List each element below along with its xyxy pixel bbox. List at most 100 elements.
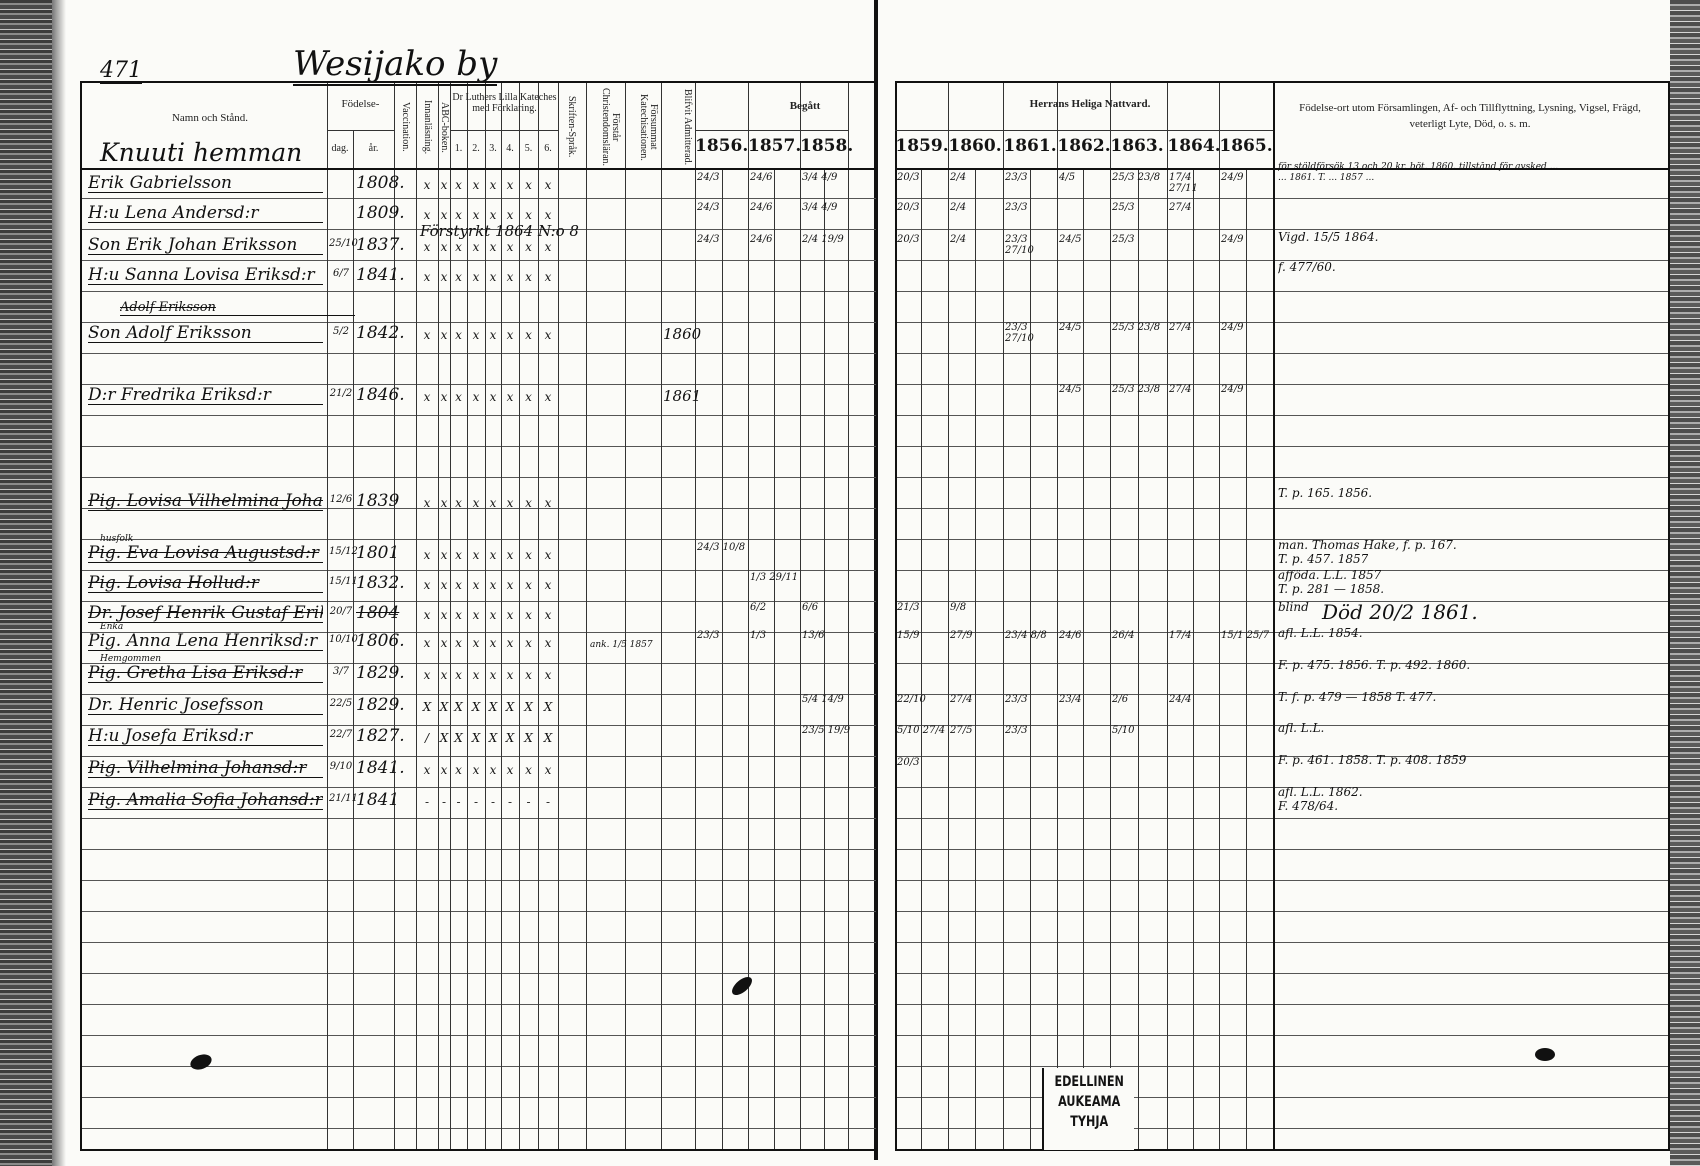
- birth-year: 1832.: [356, 573, 405, 593]
- catechism-mark: X: [471, 731, 481, 745]
- birth-day: 20/7: [329, 606, 353, 617]
- person-name: Dr. Henric Josefsson: [88, 696, 323, 715]
- person-name: Son Adolf Eriksson: [88, 324, 323, 343]
- catechism-mark: x: [472, 608, 480, 622]
- person-name: Erik Gabrielsson: [88, 174, 323, 193]
- stamp-box: [1042, 1068, 1134, 1150]
- catechism-mark: x: [440, 328, 448, 342]
- communion-date: 24/6: [750, 172, 773, 183]
- communion-date: 5/4 14/9: [802, 694, 844, 705]
- birth-year: 1808.: [356, 173, 405, 193]
- column-rule: [824, 168, 825, 1149]
- communion-date: 17/4 27/11: [1169, 172, 1198, 194]
- column-rule: [1003, 81, 1004, 1149]
- communion-date: 27/4: [1169, 322, 1192, 333]
- catechism-mark: x: [489, 208, 497, 222]
- communion-date: 27/5: [950, 725, 973, 736]
- catechism-mark: x: [544, 240, 552, 254]
- catechism-mark: x: [544, 578, 552, 592]
- header-year: 1863.: [1110, 136, 1164, 156]
- catechism-mark: x: [489, 763, 497, 777]
- catechism-mark: x: [506, 208, 514, 222]
- column-rule: [895, 81, 897, 1149]
- column-rule: [80, 81, 82, 1149]
- catechism-mark: x: [525, 328, 532, 342]
- catechism-mark: x: [423, 636, 431, 650]
- person-name: Son Erik Johan Eriksson: [88, 236, 323, 255]
- catechism-mark: x: [440, 763, 448, 777]
- header-catechism: Dr Luthers Lilla Kateches med Förklaring…: [452, 92, 557, 114]
- birth-year: 1841: [356, 790, 400, 810]
- catechism-mark: x: [489, 608, 497, 622]
- column-rule: [1083, 168, 1084, 1149]
- column-rule: [1193, 168, 1194, 1149]
- communion-date: 24/3: [697, 172, 720, 183]
- catechism-mark: x: [423, 240, 431, 254]
- column-rule: [438, 81, 439, 1149]
- column-rule: [1030, 168, 1031, 1149]
- birth-day: 10/10: [329, 634, 358, 645]
- communion-date: 15/9: [897, 630, 920, 641]
- communion-date: 25/3 23/8: [1112, 322, 1161, 333]
- row-rule: [80, 1149, 876, 1151]
- birth-day: 21/2: [329, 388, 353, 399]
- column-rule: [1246, 168, 1247, 1149]
- birth-day: 15/12: [329, 546, 358, 557]
- name-note: Hemgommen: [100, 654, 162, 664]
- birth-day: 12/6: [329, 494, 353, 505]
- household-name: Knuuti hemman: [100, 138, 303, 167]
- column-rule: [416, 81, 417, 1149]
- stamp-line: EDELLINEN: [1054, 1074, 1124, 1090]
- communion-date: 20/3: [897, 757, 920, 768]
- communion-date: 2/4: [950, 202, 967, 213]
- column-rule: [1057, 81, 1058, 1149]
- column-rule: [748, 81, 749, 1149]
- column-rule: [327, 81, 328, 1149]
- catechism-mark: x: [525, 578, 532, 592]
- row-rule: [80, 81, 876, 83]
- remark-text: afl. L.L. 1854.: [1278, 626, 1363, 640]
- communion-date: 15/1 25/7: [1221, 630, 1270, 641]
- catechism-mark: x: [472, 178, 480, 192]
- column-rule: [1138, 168, 1139, 1149]
- name-note: husfolk: [100, 534, 134, 544]
- catechism-mark: x: [506, 548, 514, 562]
- catechism-mark: x: [544, 496, 552, 510]
- catechism-mark: x: [506, 178, 514, 192]
- catechism-mark: x: [423, 578, 431, 592]
- catechism-mark: x: [506, 636, 514, 650]
- person-name: Pig. Gretha Lisa Eriksd:r: [88, 664, 323, 683]
- header-birth-year: år.: [368, 143, 379, 154]
- catechism-mark: x: [472, 636, 480, 650]
- catechism-mark: X: [439, 700, 449, 714]
- catechism-mark: x: [423, 548, 431, 562]
- catechism-mark: x: [440, 548, 448, 562]
- communion-date: 27/4: [1169, 202, 1192, 213]
- scan-edge-left: [0, 0, 52, 1166]
- birth-day: 22/7: [329, 729, 353, 740]
- person-name: Pig. Eva Lovisa Augustsd:r: [88, 544, 323, 563]
- catechism-mark: x: [455, 608, 462, 622]
- birth-year: 1841.: [356, 758, 405, 778]
- catechism-mark: x: [440, 668, 448, 682]
- communion-date: 23/4 8/8: [1005, 630, 1047, 641]
- birth-year: 1806.: [356, 631, 405, 651]
- communion-date: 22/10: [897, 694, 926, 705]
- catechism-mark: x: [525, 178, 532, 192]
- column-rule: [625, 81, 626, 1149]
- remark-text: F. p. 461. 1858. T. p. 408. 1859: [1278, 753, 1467, 767]
- birth-day: 6/7: [332, 268, 350, 279]
- catechism-mark: x: [506, 608, 514, 622]
- birth-year: 1809.: [356, 203, 405, 223]
- catechism-mark: X: [454, 731, 463, 745]
- communion-date: 26/4: [1112, 630, 1135, 641]
- catechism-mark: x: [489, 668, 497, 682]
- catechism-mark: x: [455, 390, 462, 404]
- header-catechism-part: 5.: [524, 143, 533, 154]
- birth-year: 1841.: [356, 265, 405, 285]
- person-name: D:r Fredrika Eriksd:r: [88, 386, 323, 405]
- birth-year: 1804: [356, 603, 400, 623]
- communion-date: 25/3: [1112, 202, 1135, 213]
- communion-date: 24/3: [697, 234, 720, 245]
- person-name: Pig. Lovisa Hollud:r: [88, 574, 323, 593]
